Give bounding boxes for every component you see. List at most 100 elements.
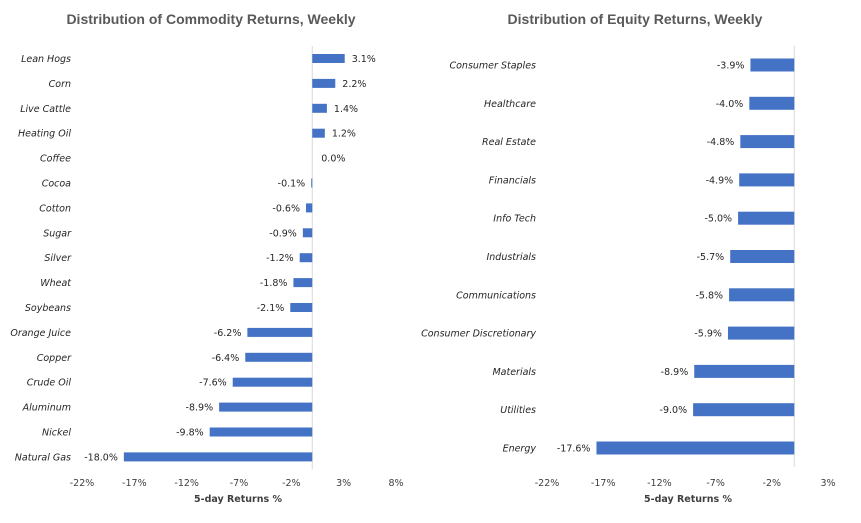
equity-bar (729, 288, 795, 302)
commodity-category-label: Nickel (42, 428, 71, 439)
commodity-category-label: Coffee (40, 154, 71, 165)
commodity-value-label: -9.8% (176, 428, 204, 439)
commodity-bar (232, 377, 313, 387)
commodity-x-tick-label: -2% (282, 478, 301, 489)
commodity-category-label: Copper (37, 353, 72, 364)
commodity-bar (123, 452, 313, 462)
equity-x-tick-label: 3% (820, 478, 835, 489)
commodity-x-tick-label: -7% (230, 478, 249, 489)
commodity-value-label: 3.1% (352, 54, 376, 65)
equity-category-label: Financials (489, 175, 536, 186)
equity-bar (740, 135, 795, 149)
commodity-x-axis-label: 5-day Returns % (194, 494, 282, 505)
commodity-value-label: -1.8% (260, 278, 288, 289)
commodity-bar (312, 78, 336, 88)
commodity-bar (209, 427, 313, 437)
equity-category-label: Info Tech (493, 214, 536, 225)
equity-bar (694, 364, 795, 378)
equity-returns-chart: Distribution of Equity Returns, Weekly 5… (421, 11, 835, 505)
commodity-bar (247, 327, 313, 337)
commodity-category-label: Live Cattle (20, 104, 71, 115)
equity-x-tick-label: -12% (647, 478, 672, 489)
commodity-returns-chart: Distribution of Commodity Returns, Weekl… (10, 11, 403, 505)
commodity-value-label: -8.9% (186, 403, 214, 414)
commodity-chart-title: Distribution of Commodity Returns, Weekl… (66, 11, 355, 27)
equity-chart-title: Distribution of Equity Returns, Weekly (508, 11, 763, 27)
commodity-value-label: 1.2% (332, 129, 356, 140)
commodity-category-label: Cotton (39, 203, 71, 214)
equity-bar (738, 211, 795, 225)
commodity-value-label: 2.2% (342, 79, 366, 90)
commodity-bar (305, 203, 313, 213)
commodity-category-label: Orange Juice (10, 328, 71, 339)
commodity-category-label: Soybeans (25, 303, 71, 314)
equity-value-label: -3.9% (717, 61, 745, 72)
equity-bar (749, 96, 795, 110)
commodity-x-tick-label: -22% (70, 478, 95, 489)
commodity-bar (302, 228, 313, 238)
commodity-value-label: -6.2% (214, 328, 242, 339)
commodity-value-label: -6.4% (212, 353, 240, 364)
equity-category-label: Consumer Discretionary (421, 329, 536, 340)
commodity-bar (312, 103, 327, 113)
commodity-value-label: -1.2% (266, 253, 294, 264)
commodity-category-label: Wheat (40, 278, 72, 289)
commodity-bar (312, 54, 345, 63)
equity-value-label: -5.7% (697, 252, 725, 263)
equity-bar (727, 326, 795, 340)
commodity-category-label: Natural Gas (15, 452, 71, 463)
equity-bar (693, 403, 795, 417)
equity-category-label: Utilities (500, 405, 536, 416)
commodity-bar (312, 128, 325, 138)
commodity-bar (293, 278, 313, 288)
equity-x-tick-label: -2% (763, 478, 782, 489)
commodity-bar (311, 178, 313, 188)
commodity-category-label: Sugar (43, 228, 72, 239)
commodity-category-label: Crude Oil (27, 378, 72, 389)
equity-category-label: Industrials (486, 252, 536, 263)
commodity-value-label: -0.1% (278, 179, 306, 190)
commodity-value-label: -0.6% (272, 203, 300, 214)
commodity-category-label: Heating Oil (18, 129, 71, 140)
equity-value-label: -4.8% (707, 137, 735, 148)
equity-x-axis-label: 5-day Returns % (644, 494, 732, 505)
equity-bar (596, 441, 795, 455)
commodity-bar (245, 352, 313, 362)
commodity-x-tick-label: 3% (336, 478, 351, 489)
commodity-value-label: -7.6% (199, 378, 227, 389)
commodity-value-label: -18.0% (84, 452, 118, 463)
commodity-value-label: -0.9% (269, 228, 297, 239)
equity-category-label: Communications (456, 290, 536, 301)
equity-category-label: Consumer Staples (449, 61, 536, 72)
commodity-x-tick-label: 8% (388, 478, 403, 489)
equity-value-label: -5.8% (696, 290, 724, 301)
equity-x-tick-label: -17% (591, 478, 616, 489)
equity-value-label: -17.6% (557, 444, 591, 455)
equity-bar (730, 250, 795, 263)
equity-x-tick-label: -7% (706, 478, 725, 489)
equity-value-label: -4.0% (716, 99, 744, 110)
commodity-bar (290, 303, 313, 312)
commodity-category-label: Lean Hogs (21, 54, 71, 65)
commodity-bar (219, 402, 313, 412)
equity-category-label: Materials (492, 367, 536, 378)
commodity-value-label: 0.0% (321, 154, 345, 165)
commodity-value-label: 1.4% (334, 104, 358, 115)
equity-bar (739, 173, 795, 187)
commodity-bar (299, 253, 313, 263)
commodity-x-tick-label: -12% (174, 478, 199, 489)
equity-value-label: -8.9% (661, 367, 689, 378)
equity-category-label: Healthcare (484, 99, 536, 110)
commodity-x-tick-label: -17% (122, 478, 147, 489)
equity-value-label: -5.0% (705, 214, 733, 225)
commodity-value-label: -2.1% (257, 303, 285, 314)
equity-category-label: Real Estate (482, 137, 536, 148)
equity-category-label: Energy (503, 444, 537, 455)
commodity-category-label: Silver (44, 253, 72, 264)
equity-x-tick-label: -22% (535, 478, 560, 489)
commodity-category-label: Aluminum (22, 403, 71, 414)
equity-bar (750, 58, 795, 72)
commodity-category-label: Corn (49, 79, 71, 90)
equity-value-label: -4.9% (706, 175, 734, 186)
